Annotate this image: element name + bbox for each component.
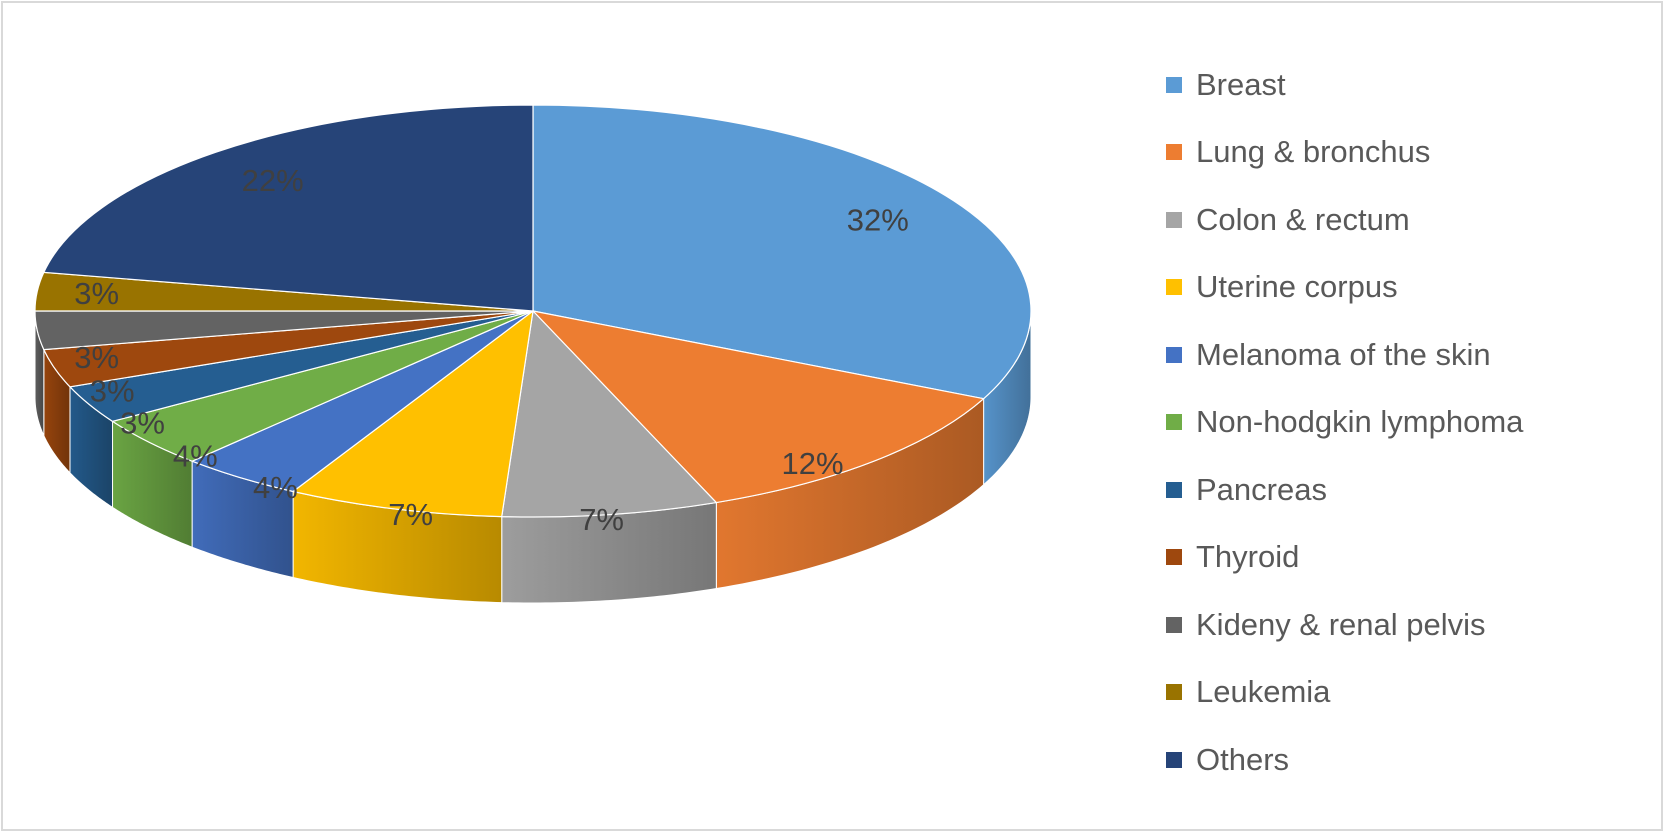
legend-swatch	[1166, 549, 1182, 566]
legend-label: Melanoma of the skin	[1196, 336, 1491, 372]
legend-label: Lung & bronchus	[1196, 134, 1431, 170]
pie-slice-colon-and-rectum	[501, 309, 718, 518]
legend-item-non-hodgkin-lymphoma: Non-hodgkin lymphoma	[1166, 389, 1646, 457]
legend-item-leukemia: Leukemia	[1166, 659, 1646, 727]
legend-label: Leukemia	[1196, 674, 1331, 710]
data-label-lung-and-bronchus: 12%	[781, 446, 843, 481]
legend-swatch	[1166, 684, 1182, 701]
data-label-kideny-and-renal-pelvis: 3%	[74, 340, 119, 375]
legend-label: Kideny & renal pelvis	[1196, 606, 1486, 642]
data-label-uterine-corpus: 7%	[388, 497, 433, 532]
legend-label: Others	[1196, 741, 1290, 777]
pie-chart: 32%12%7%7%4%4%3%3%3%3%22%	[34, 104, 1032, 604]
legend-item-pancreas: Pancreas	[1166, 456, 1646, 524]
data-label-melanoma-of-the-skin: 4%	[253, 470, 298, 505]
pie-data-labels: 32%12%7%7%4%4%3%3%3%3%22%	[74, 163, 909, 537]
legend-swatch	[1166, 751, 1182, 768]
legend-item-colon-and-rectum: Colon & rectum	[1166, 186, 1646, 254]
legend-item-others: Others	[1166, 726, 1646, 794]
legend-swatch	[1166, 279, 1182, 296]
legend-swatch	[1166, 414, 1182, 431]
legend-label: Colon & rectum	[1196, 201, 1410, 237]
pie-slice-others	[42, 104, 534, 312]
pie-slice-uterine-corpus	[291, 309, 534, 518]
data-label-others: 22%	[242, 163, 304, 198]
legend-swatch	[1166, 481, 1182, 498]
legend-item-breast: Breast	[1166, 51, 1646, 119]
legend-item-kideny-and-renal-pelvis: Kideny & renal pelvis	[1166, 591, 1646, 659]
data-label-breast: 32%	[847, 203, 909, 238]
data-label-thyroid: 3%	[90, 374, 135, 409]
legend-swatch	[1166, 76, 1182, 93]
pie-slice-breast	[532, 104, 1032, 400]
legend-label: Non-hodgkin lymphoma	[1196, 404, 1524, 440]
legend-swatch	[1166, 346, 1182, 363]
legend: Breast Lung & bronchus Colon & rectum Uteri…	[1166, 51, 1646, 794]
legend-label: Pancreas	[1196, 471, 1327, 507]
data-label-pancreas: 3%	[120, 405, 165, 440]
data-label-leukemia: 3%	[74, 276, 119, 311]
legend-label: Breast	[1196, 66, 1286, 102]
pie-slices	[34, 104, 1032, 518]
legend-swatch	[1166, 211, 1182, 228]
legend-item-melanoma-of-the-skin: Melanoma of the skin	[1166, 321, 1646, 389]
pie-side-walls	[34, 310, 1032, 604]
pie-slice-lung-and-bronchus	[531, 310, 985, 504]
legend-label: Uterine corpus	[1196, 269, 1398, 305]
legend-label: Thyroid	[1196, 539, 1300, 575]
legend-item-thyroid: Thyroid	[1166, 524, 1646, 592]
data-label-non-hodgkin-lymphoma: 4%	[173, 439, 218, 474]
legend-swatch	[1166, 144, 1182, 161]
legend-item-uterine-corpus: Uterine corpus	[1166, 254, 1646, 322]
data-label-colon-and-rectum: 7%	[579, 502, 624, 537]
legend-swatch	[1166, 616, 1182, 633]
legend-item-lung-and-bronchus: Lung & bronchus	[1166, 119, 1646, 187]
